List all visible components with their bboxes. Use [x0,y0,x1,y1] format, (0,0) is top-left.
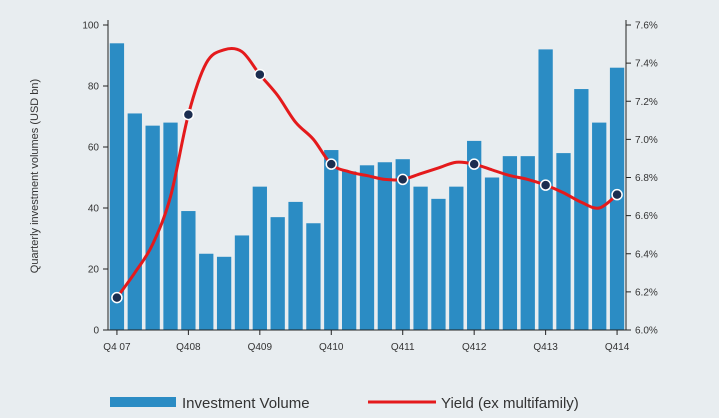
yield-marker-Q411 [396,173,409,186]
bar-Q410 [324,150,339,330]
y-right-tick-label: 6.0% [635,326,658,337]
bar-Q408 [181,211,196,330]
bar-Q308 [163,122,178,330]
bar-Q212 [431,198,446,330]
y-right-tick-label: 6.6% [635,211,658,222]
yield-marker-Q414 [611,188,623,201]
legend-label-yield: Yield (ex multifamily) [441,395,579,412]
axes: 0 20 40 60 80 100 6.0% 6.2% 6.4% 6.6% 6.8% 7.0% 7.2%… [82,20,658,353]
x-tick-label: Q409 [248,342,273,353]
bar-Q312 [449,186,464,330]
bar-Q214 [574,89,589,330]
bar-Q313 [520,156,535,330]
x-tick-label: Q413 [533,342,558,353]
yield-marker-Q412 [468,158,480,170]
y-right-tick-label: 6.2% [635,287,658,298]
y-right-tick-label: 7.0% [635,135,658,146]
y-left-tick-label: 20 [88,265,100,276]
line-series [111,46,623,304]
y-axis-left-title: Quarterly investment volumes (USD bn) [29,79,41,273]
yield-marker-Q409 [254,68,266,81]
yield-marker-Q413 [539,179,552,191]
y-right-tick-label: 6.8% [635,173,658,184]
x-tick-label: Q412 [462,342,487,353]
yield-line [115,46,619,299]
y-left-tick-label: 40 [88,204,100,215]
bar-Q113 [484,177,500,330]
y-right-tick-label: 7.4% [635,59,658,70]
bar-Q111 [341,171,357,330]
bar-Q213 [502,156,518,330]
legend-swatch-investment-volume [110,397,176,407]
bar-Q409 [252,186,267,330]
bar-Q411 [395,159,410,330]
x-tick-label: Q414 [605,342,630,353]
y-right-tick-label: 7.2% [635,97,658,108]
bar-Q114 [556,153,571,330]
bar-Q412 [467,140,482,330]
x-tick-label: Q410 [319,342,344,353]
bar-Q110 [270,217,285,330]
bar-Q310 [306,223,321,330]
bar-Q210 [288,201,303,330]
yield-marker-Q407 [111,291,123,304]
yield-marker-Q410 [325,158,338,170]
bar-Q211 [359,165,375,330]
bar-Q112 [413,186,428,330]
bar-Q309 [234,235,250,330]
bar-Q311 [377,162,393,330]
yield-marker-Q408 [182,108,195,121]
y-left-tick-label: 60 [88,143,100,154]
y-right-tick-label: 6.4% [635,249,658,260]
bar-Q314 [592,122,607,330]
bar-Q407 [109,43,125,331]
bar-Q109 [199,253,214,330]
x-tick-label: Q4 07 [103,342,131,353]
y-right-tick-label: 7.6% [635,21,658,32]
legend: Investment Volume Yield (ex multifamily) [110,395,579,412]
y-left-tick-label: 80 [88,82,100,93]
x-tick-label: Q408 [176,342,201,353]
bar-Q108 [127,113,142,330]
x-tick-label: Q411 [391,342,415,353]
bar-series [109,43,625,331]
y-left-tick-label: 0 [93,326,99,337]
bar-Q209 [216,256,232,330]
bar-Q208 [145,125,160,331]
y-left-tick-label: 100 [82,21,99,32]
legend-label-investment-volume: Investment Volume [182,395,310,412]
